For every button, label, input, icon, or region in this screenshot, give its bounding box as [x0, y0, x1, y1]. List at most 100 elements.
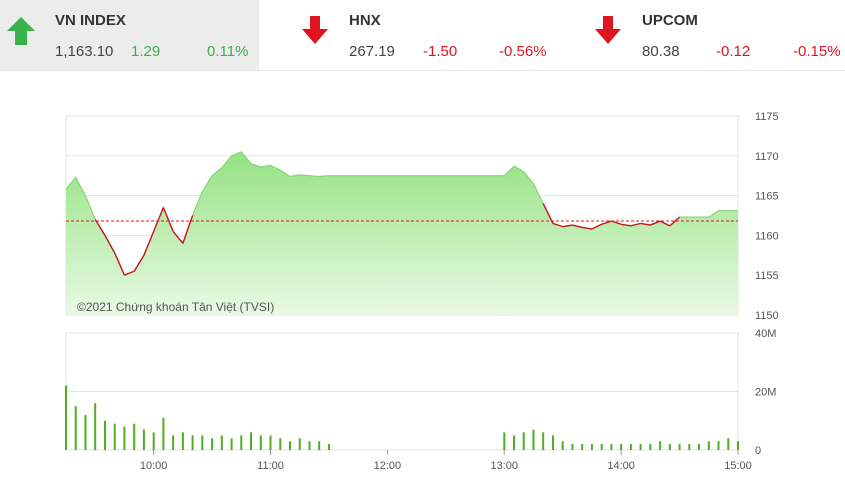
ticker-percent: -0.15% [793, 43, 841, 60]
volume-bar [737, 441, 739, 450]
price-tick-label: 1150 [755, 310, 779, 322]
price-segment-down [640, 222, 651, 226]
price-segment-down [601, 220, 612, 225]
x-tick-label: 11:00 [257, 460, 284, 472]
price-segment-down [104, 235, 116, 254]
price-segment-down [630, 222, 641, 227]
price-segment-down [562, 224, 573, 228]
price-tick-label: 1160 [755, 230, 779, 242]
price-tick-label: 1155 [755, 270, 779, 282]
ticker-vnindex[interactable]: VN INDEX 1,163.10 1.29 0.11% [0, 0, 259, 70]
volume-bar [113, 423, 116, 450]
volume-bar [571, 444, 574, 450]
volume-bar [230, 438, 233, 450]
volume-bar [259, 435, 262, 450]
volume-bar [581, 444, 584, 450]
volume-tick-label: 40M [755, 328, 776, 340]
ticker-name: UPCOM [642, 12, 698, 29]
volume-bar [220, 435, 223, 450]
volume-bar [133, 423, 136, 450]
x-tick-label: 10:00 [140, 460, 168, 472]
x-tick-label: 13:00 [490, 460, 518, 472]
price-segment-down [669, 216, 681, 227]
volume-bar [542, 432, 545, 450]
chart-copyright: ©2021 Chứng khoán Tân Việt (TVSI) [77, 300, 274, 314]
volume-bar [240, 435, 243, 450]
price-segment-down [182, 215, 194, 244]
price-segment-down [133, 254, 145, 272]
volume-bar [211, 438, 214, 450]
volume-bar [162, 417, 165, 450]
volume-bar [152, 432, 155, 450]
volume-bar [123, 426, 126, 450]
volume-tick-label: 20M [755, 387, 776, 399]
price-tick-label: 1170 [755, 151, 779, 163]
price-segment-down [650, 220, 661, 226]
down-arrow-icon [595, 16, 621, 44]
volume-bar [600, 444, 603, 450]
price-segment-down [552, 222, 563, 228]
volume-tick-label: 0 [755, 445, 761, 457]
ticker-value: 80.38 [642, 43, 680, 60]
x-tick-label: 14:00 [607, 460, 635, 472]
volume-bar [717, 441, 720, 450]
volume-bars [65, 385, 739, 451]
ticker-change: 1.29 [131, 43, 161, 60]
volume-bar [279, 438, 282, 450]
volume-bar [727, 438, 730, 450]
price-line-below-reference [94, 203, 681, 276]
volume-bar [74, 406, 77, 450]
ticker-name: VN INDEX [55, 12, 126, 29]
price-area [66, 151, 738, 315]
down-arrow-icon [302, 16, 328, 44]
volume-bar [318, 441, 321, 450]
volume-bar [688, 444, 691, 450]
volume-bar [289, 441, 291, 450]
volume-y-axis: 40M 20M 0 [755, 328, 776, 457]
ticker-percent: -0.56% [499, 43, 547, 60]
volume-bar [298, 438, 301, 450]
volume-bar [250, 432, 252, 450]
volume-bar [104, 420, 106, 451]
volume-bar [65, 385, 67, 450]
price-segment-down [114, 252, 126, 276]
volume-bar [142, 429, 145, 450]
volume-grid [65, 332, 739, 451]
volume-bar [513, 435, 515, 450]
ticker-change: -0.12 [716, 43, 751, 60]
price-y-axis: 1175 1170 1165 1160 1155 1150 [755, 111, 779, 322]
price-segment-down [582, 226, 593, 230]
price-segment-down [659, 220, 671, 227]
volume-bar [201, 435, 204, 450]
ticker-hnx[interactable]: HNX 267.19 -1.50 -0.56% [294, 0, 564, 70]
volume-bar [668, 444, 671, 450]
volume-bar [678, 444, 681, 450]
time-x-axis: 10:00 11:00 12:00 13:00 14:00 15:00 [140, 450, 752, 472]
volume-bar [503, 432, 506, 450]
volume-bar [590, 444, 593, 450]
ticker-name: HNX [349, 12, 381, 29]
ticker-upcom[interactable]: UPCOM 80.38 -0.12 -0.15% [587, 0, 845, 70]
volume-bar [269, 435, 272, 450]
volume-bar [84, 414, 87, 450]
price-segment-down [591, 223, 602, 230]
ticker-percent: 0.11% [207, 43, 249, 60]
volume-bar [328, 444, 330, 450]
volume-bar [522, 432, 525, 450]
volume-bar [707, 441, 710, 450]
price-tick-label: 1175 [755, 111, 779, 123]
ticker-value: 1,163.10 [55, 43, 114, 60]
volume-bar [172, 435, 175, 450]
volume-bar [561, 441, 564, 450]
volume-bar [308, 441, 311, 450]
volume-bar [181, 432, 184, 450]
price-segment-down [611, 220, 622, 225]
ticker-change: -1.50 [423, 43, 458, 60]
price-segment-down [153, 207, 165, 232]
price-segment-down [172, 230, 184, 244]
volume-bar [532, 429, 535, 450]
volume-bar [620, 444, 623, 450]
x-tick-label: 12:00 [374, 460, 402, 472]
price-tick-label: 1165 [755, 191, 779, 203]
